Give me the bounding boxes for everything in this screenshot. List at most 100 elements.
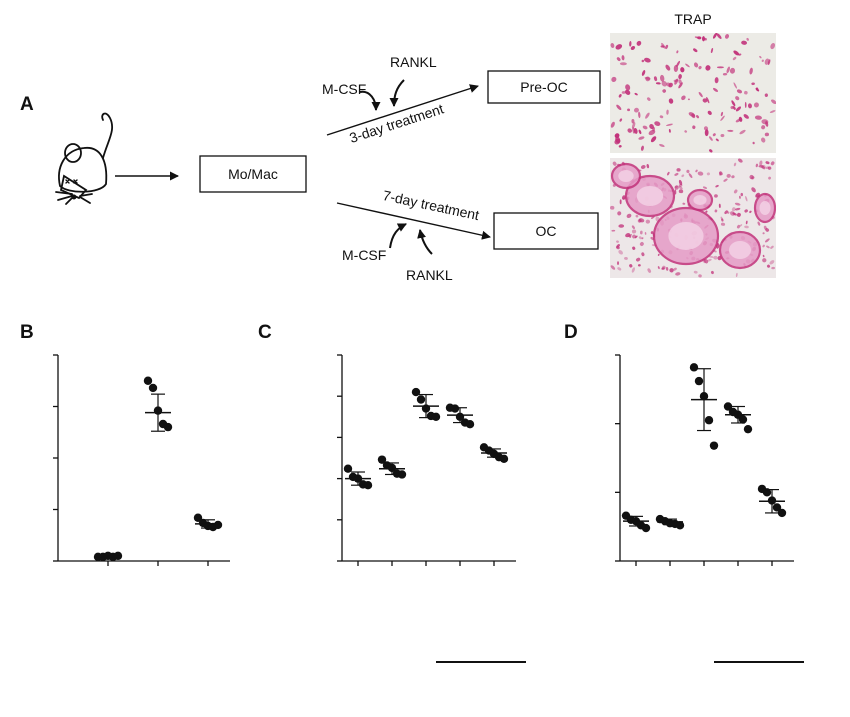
stained-cell <box>610 265 616 270</box>
stained-cell <box>726 173 731 178</box>
stained-cell <box>640 165 646 169</box>
stained-cell <box>740 192 744 197</box>
stained-cell <box>610 121 615 128</box>
stained-cell <box>764 93 768 97</box>
stained-cell <box>714 77 719 84</box>
stained-cell <box>764 132 770 137</box>
stained-cell <box>720 111 724 117</box>
data-point <box>772 503 782 512</box>
stained-cell <box>645 219 651 224</box>
panel-d: D <box>564 322 804 663</box>
stained-cell <box>731 100 736 107</box>
stained-cell <box>638 129 642 135</box>
stained-cell <box>751 176 755 180</box>
stained-cell <box>749 210 752 214</box>
stained-cell <box>629 41 632 47</box>
stained-cell <box>707 258 712 262</box>
stained-cell <box>695 169 698 173</box>
stained-cell <box>764 238 770 243</box>
stained-cell <box>625 84 631 91</box>
stained-cell <box>703 126 709 131</box>
stained-cell <box>769 260 775 265</box>
stained-cell <box>733 50 740 56</box>
stained-cell <box>770 42 776 50</box>
stained-cell <box>674 173 679 176</box>
mouse-icon <box>55 112 114 205</box>
stained-cell <box>731 175 735 179</box>
stained-cell <box>650 136 657 143</box>
stained-cell <box>665 64 671 71</box>
stained-cell <box>617 267 622 271</box>
stained-cell <box>730 211 736 216</box>
data-point <box>738 415 748 424</box>
stained-cell <box>676 168 681 172</box>
stained-cell <box>743 114 749 119</box>
stained-cell <box>735 106 742 112</box>
stained-cell <box>720 222 726 226</box>
stained-cell <box>738 53 742 56</box>
stained-cell <box>642 125 648 130</box>
stained-cell <box>686 169 690 174</box>
stained-cell <box>735 272 738 278</box>
arrow-to-preoc <box>326 84 479 136</box>
stained-cell <box>678 189 684 194</box>
osteoclast-center <box>618 170 634 182</box>
stained-cell <box>649 124 654 130</box>
curved-arrow-mcsf-top <box>359 90 381 111</box>
stained-cell <box>661 267 665 270</box>
stained-cell <box>648 129 656 136</box>
stained-cell <box>705 65 711 71</box>
stained-cell <box>716 33 722 39</box>
stained-cell <box>713 255 718 260</box>
stained-cell <box>714 194 718 198</box>
stained-cell <box>641 237 644 240</box>
stained-cell <box>644 232 647 235</box>
stained-cell <box>634 92 638 96</box>
stained-cell <box>685 63 690 68</box>
stained-cell <box>736 224 741 229</box>
stained-cell <box>730 106 734 110</box>
data-point <box>709 441 719 450</box>
stained-cell <box>639 242 644 246</box>
data-point <box>689 363 699 372</box>
stained-cell <box>667 171 670 176</box>
stained-cell <box>678 179 683 186</box>
stained-cell <box>761 59 764 63</box>
data-point <box>148 383 158 393</box>
stained-cell <box>769 110 776 113</box>
panel-c: C <box>258 322 526 663</box>
stained-cell <box>619 199 622 205</box>
stained-cell <box>720 216 723 221</box>
stained-cell <box>754 115 762 120</box>
stained-cell <box>745 195 748 202</box>
stained-cell <box>610 205 615 210</box>
trap-image-preoc <box>610 33 776 153</box>
data-point <box>641 523 651 533</box>
stained-cell <box>724 34 730 39</box>
stained-cell <box>734 207 741 211</box>
stained-cell <box>674 189 677 195</box>
stained-cell <box>610 43 615 48</box>
stained-cell <box>638 136 645 140</box>
stained-cell <box>632 234 636 239</box>
factor-rankl-bottom: RANKL <box>406 267 453 283</box>
stained-cell <box>673 267 677 271</box>
stained-cell <box>673 64 679 72</box>
stained-cell <box>757 221 761 226</box>
data-point <box>193 513 203 522</box>
data-point <box>377 455 387 464</box>
stained-cell <box>704 37 707 41</box>
stained-cell <box>744 101 747 109</box>
stained-cell <box>631 267 636 273</box>
stained-cell <box>660 45 665 48</box>
data-point <box>762 488 772 497</box>
stained-cell <box>659 115 664 119</box>
stained-cell <box>734 202 741 206</box>
stained-cell <box>634 107 639 113</box>
stained-cell <box>666 82 671 87</box>
stained-cell <box>631 229 637 234</box>
stained-cell <box>682 202 686 205</box>
arrow-to-oc <box>336 202 491 240</box>
stained-cell <box>762 232 765 235</box>
stained-cell <box>733 82 738 89</box>
